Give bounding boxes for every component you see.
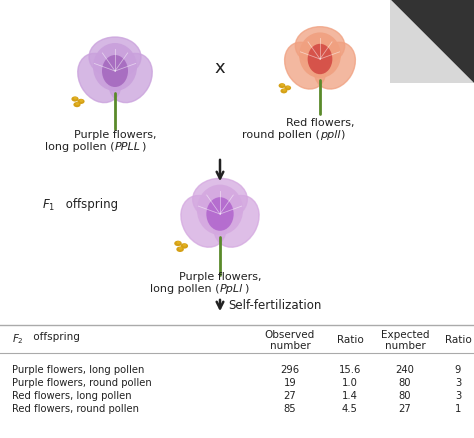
Text: PPLL: PPLL (115, 141, 141, 152)
Text: Observed: Observed (265, 329, 315, 339)
Ellipse shape (279, 84, 285, 89)
Text: 80: 80 (399, 390, 411, 400)
Polygon shape (390, 0, 474, 84)
Ellipse shape (93, 44, 137, 92)
Bar (0, 325, 474, 438)
Ellipse shape (283, 90, 286, 92)
Text: $F_1$: $F_1$ (42, 198, 55, 212)
Ellipse shape (75, 103, 79, 106)
Text: 3: 3 (455, 390, 461, 400)
Ellipse shape (181, 196, 227, 247)
Text: 3: 3 (455, 377, 461, 387)
Text: round pollen (: round pollen ( (242, 130, 320, 140)
Text: 1.4: 1.4 (342, 390, 358, 400)
Ellipse shape (197, 185, 243, 236)
Text: number: number (384, 340, 425, 350)
Text: 15.6: 15.6 (339, 364, 361, 374)
Ellipse shape (77, 99, 84, 105)
Text: Ratio: Ratio (445, 334, 471, 344)
Text: 19: 19 (283, 377, 296, 387)
Text: Purple flowers,: Purple flowers, (74, 130, 156, 140)
Ellipse shape (73, 103, 81, 108)
Ellipse shape (89, 38, 141, 78)
Text: 1.0: 1.0 (342, 377, 358, 387)
Text: 296: 296 (281, 364, 300, 374)
Ellipse shape (176, 247, 184, 252)
Ellipse shape (109, 54, 152, 103)
Ellipse shape (295, 28, 345, 66)
Text: Red flowers, long pollen: Red flowers, long pollen (12, 390, 132, 400)
Ellipse shape (78, 54, 121, 103)
Text: 80: 80 (399, 377, 411, 387)
Ellipse shape (299, 33, 341, 79)
Text: 9: 9 (455, 364, 461, 374)
Text: long pollen (: long pollen ( (151, 283, 220, 293)
Text: offspring: offspring (30, 331, 80, 341)
Ellipse shape (183, 244, 187, 247)
Ellipse shape (214, 196, 259, 247)
Text: 27: 27 (283, 390, 296, 400)
Ellipse shape (281, 85, 284, 87)
Ellipse shape (80, 100, 83, 103)
Text: number: number (270, 340, 310, 350)
Text: x: x (215, 59, 225, 77)
Ellipse shape (193, 179, 247, 221)
Text: 240: 240 (396, 364, 414, 374)
Text: $F_2$: $F_2$ (12, 331, 24, 345)
Text: Purple flowers, round pollen: Purple flowers, round pollen (12, 377, 152, 387)
Text: 4.5: 4.5 (342, 403, 358, 413)
Text: ): ) (141, 141, 146, 152)
Text: 27: 27 (399, 403, 411, 413)
Text: Red flowers,: Red flowers, (286, 118, 354, 128)
Text: 1: 1 (455, 403, 461, 413)
Ellipse shape (179, 247, 182, 251)
Text: ): ) (244, 283, 248, 293)
Ellipse shape (284, 86, 291, 91)
Text: Self-fertilization: Self-fertilization (228, 299, 321, 312)
Text: Ratio: Ratio (337, 334, 364, 344)
Polygon shape (390, 0, 474, 84)
Text: 85: 85 (283, 403, 296, 413)
Text: offspring: offspring (62, 198, 118, 211)
Ellipse shape (73, 98, 77, 100)
Text: Expected: Expected (381, 329, 429, 339)
Text: Red flowers, round pollen: Red flowers, round pollen (12, 403, 139, 413)
Ellipse shape (308, 45, 332, 75)
Ellipse shape (286, 87, 290, 89)
Text: ppll: ppll (320, 130, 340, 140)
Ellipse shape (314, 43, 356, 90)
Text: long pollen (: long pollen ( (46, 141, 115, 152)
Ellipse shape (102, 56, 128, 88)
Ellipse shape (176, 241, 180, 244)
Ellipse shape (72, 97, 79, 102)
Text: PpLl: PpLl (220, 283, 243, 293)
Text: ): ) (340, 130, 345, 140)
Ellipse shape (181, 244, 188, 249)
Ellipse shape (174, 241, 182, 247)
Polygon shape (390, 0, 474, 84)
Ellipse shape (206, 198, 234, 231)
Text: Purple flowers, long pollen: Purple flowers, long pollen (12, 364, 145, 374)
Text: Purple flowers,: Purple flowers, (179, 272, 261, 281)
Ellipse shape (281, 89, 287, 94)
Ellipse shape (284, 43, 326, 90)
